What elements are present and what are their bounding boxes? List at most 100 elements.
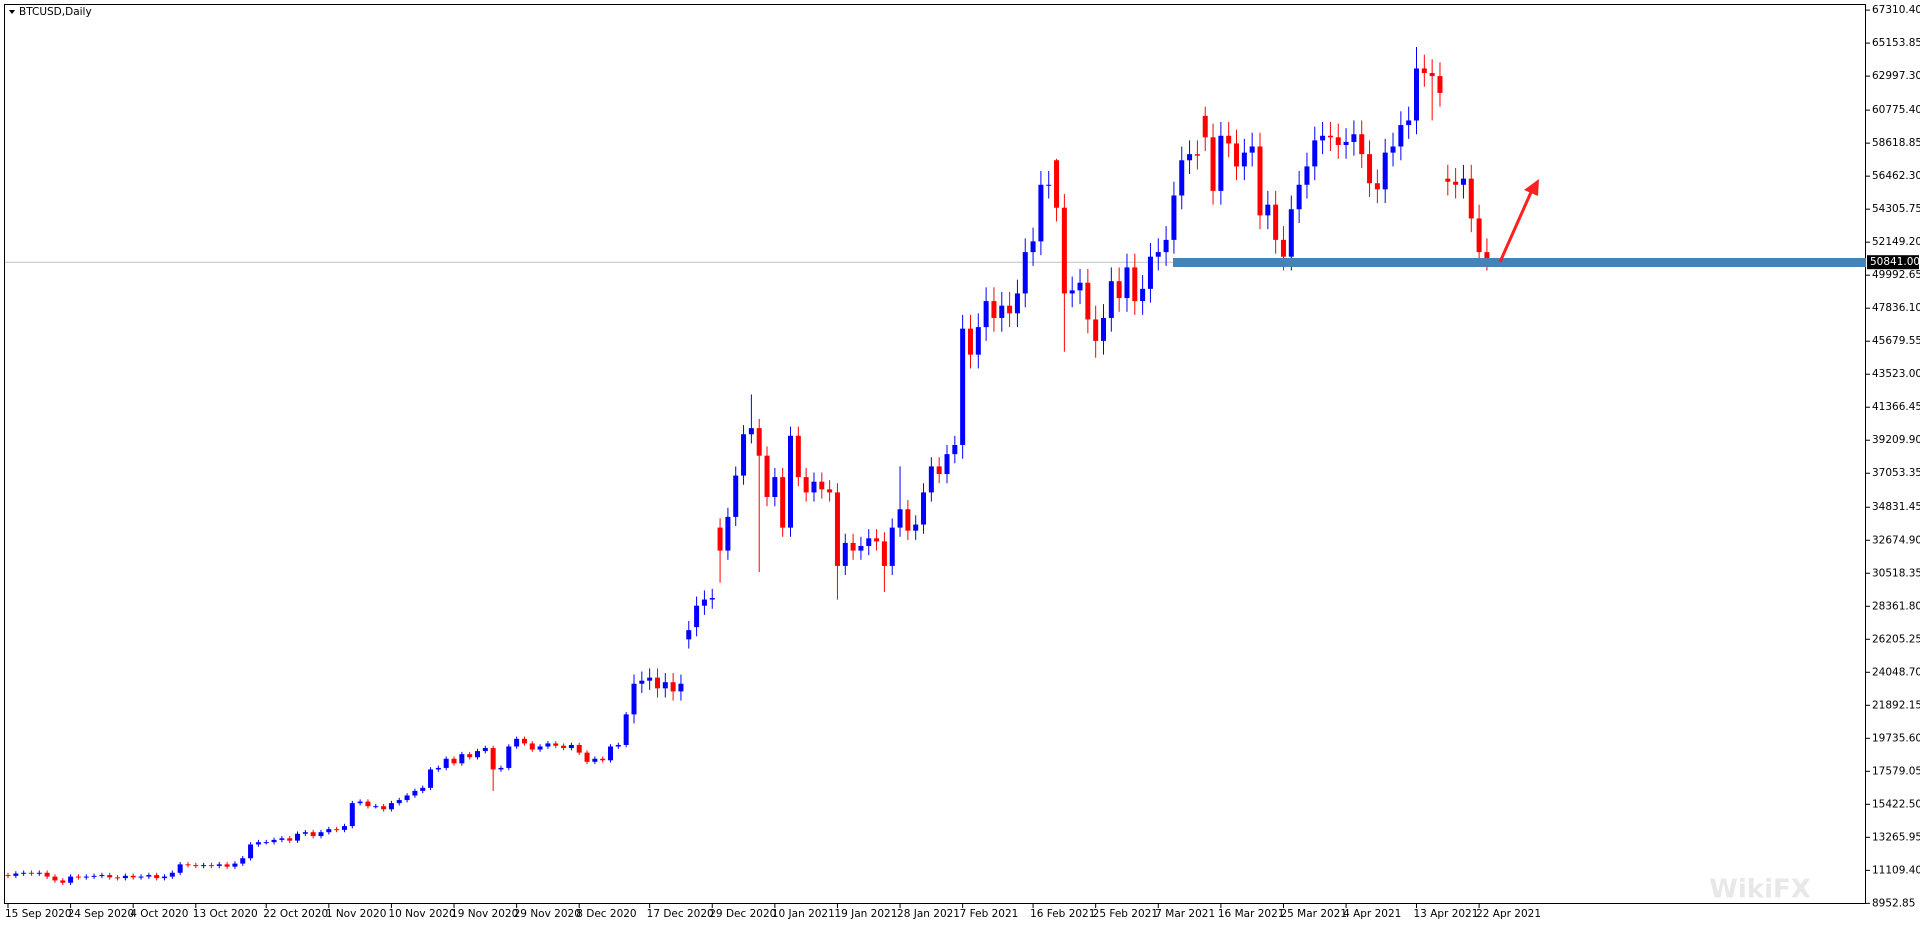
candle-body	[936, 466, 942, 475]
y-tick-label: 21892.15	[1872, 699, 1920, 711]
candle-body	[420, 787, 426, 791]
candle-body	[881, 541, 887, 566]
candle-body	[475, 751, 480, 758]
candle-body	[396, 800, 402, 804]
candle-body	[115, 877, 121, 879]
candle-body	[467, 754, 473, 758]
candle-body	[772, 477, 778, 498]
candle-body	[201, 865, 207, 867]
candle-body	[678, 683, 684, 692]
candle-body	[1085, 282, 1091, 320]
candle-body	[185, 864, 191, 866]
candle-body	[1210, 137, 1216, 191]
candle-body	[725, 516, 731, 551]
candle-body	[216, 864, 222, 866]
candle-body	[1437, 76, 1443, 93]
candle-body	[1421, 68, 1427, 74]
candle-body	[576, 744, 582, 753]
x-tick-label: 7 Mar 2021	[1155, 908, 1215, 920]
candle-body	[1414, 68, 1419, 121]
y-tick-label: 41366.45	[1872, 401, 1920, 413]
candle-body	[435, 767, 441, 770]
candle-body	[1343, 141, 1349, 145]
candle-body	[811, 481, 817, 493]
x-tick-label: 25 Mar 2021	[1280, 908, 1347, 920]
candle-body	[36, 872, 42, 874]
candle-body	[1312, 140, 1318, 167]
candle-body	[1171, 195, 1177, 240]
candle-body	[662, 682, 668, 689]
candle-body	[412, 790, 418, 796]
candle-body	[91, 875, 97, 877]
candle-body	[999, 305, 1005, 318]
candle-body	[1320, 135, 1326, 141]
candle-body	[827, 489, 833, 493]
candle-body	[615, 744, 621, 747]
candle-body	[537, 746, 543, 750]
candle-body	[224, 864, 230, 867]
candle-body	[1398, 125, 1404, 147]
candle-body	[1108, 281, 1114, 318]
candle-body	[592, 758, 598, 762]
candle-body	[764, 455, 770, 498]
candle-body	[1155, 252, 1161, 257]
candle-body	[1007, 305, 1013, 314]
y-tick-label: 58618.85	[1872, 137, 1920, 149]
candle-body	[1327, 135, 1333, 138]
candle-body	[357, 801, 363, 804]
candle-body	[944, 454, 950, 475]
candle-body	[709, 598, 715, 600]
y-tick-label: 13265.95	[1872, 831, 1920, 843]
candle-body	[255, 842, 261, 845]
candle-body	[717, 527, 723, 551]
y-tick-label: 11109.40	[1872, 864, 1920, 876]
candle-body	[373, 806, 379, 808]
candle-body	[428, 769, 434, 788]
candle-body	[1288, 209, 1294, 257]
y-tick-label: 8952.85	[1872, 897, 1915, 909]
candle-body	[1241, 152, 1247, 167]
x-tick-label: 19 Jan 2021	[834, 908, 897, 920]
candle-body	[834, 492, 840, 566]
y-tick-label: 30518.35	[1872, 567, 1920, 579]
candle-body	[631, 683, 637, 715]
candle-body	[928, 466, 934, 493]
candle-body	[514, 738, 520, 747]
y-tick-label: 65153.85	[1872, 37, 1920, 49]
candle-body	[561, 745, 567, 749]
candle-body	[600, 758, 606, 761]
candle-body	[983, 301, 989, 328]
candle-body	[334, 829, 340, 831]
candle-body	[1124, 267, 1130, 299]
candle-body	[921, 492, 927, 525]
y-tick-label: 52149.20	[1872, 236, 1920, 248]
candle-body	[748, 428, 754, 435]
candle-body	[756, 428, 762, 456]
candle-body	[1335, 137, 1341, 145]
candle-body	[1116, 281, 1122, 299]
x-tick-label: 8 Dec 2020	[576, 908, 636, 920]
candle-body	[639, 680, 645, 684]
candle-body	[52, 876, 58, 881]
y-tick-label: 47836.10	[1872, 302, 1920, 314]
x-tick-label: 22 Apr 2021	[1476, 908, 1541, 920]
candle-body	[208, 865, 214, 867]
candle-body	[1484, 252, 1490, 262]
y-tick-label: 49992.65	[1872, 269, 1920, 281]
candle-body	[388, 803, 394, 810]
candle-body	[1351, 134, 1357, 142]
candle-body	[1390, 146, 1396, 153]
x-tick-label: 10 Nov 2020	[388, 908, 455, 920]
y-tick-label: 17579.05	[1872, 765, 1920, 777]
candle-body	[381, 806, 387, 810]
candle-body	[459, 754, 465, 764]
candle-body	[240, 858, 246, 864]
candle-body	[248, 844, 254, 859]
candle-body	[521, 738, 527, 744]
candle-body	[122, 875, 128, 879]
candle-body	[1101, 317, 1106, 341]
candle-body	[623, 714, 629, 745]
candle-body	[1468, 178, 1474, 219]
candle-body	[1038, 184, 1044, 242]
